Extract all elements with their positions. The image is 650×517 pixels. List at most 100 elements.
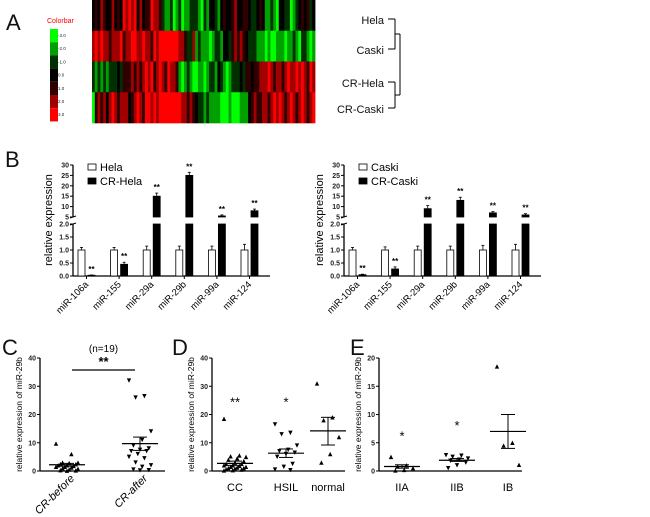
x-tick-label: miR-106a: [325, 279, 362, 316]
heatmap-cell: [312, 0, 316, 32]
heatmap-row-label: Caski: [356, 45, 384, 57]
y-axis-label: relative expression: [314, 174, 326, 266]
heatmap-cell: [161, 61, 165, 93]
data-point: [146, 467, 151, 473]
heatmap-cell: [278, 92, 282, 124]
y-tick-label: 0.0: [59, 274, 69, 281]
data-point: [131, 467, 136, 472]
heatmap-cell: [142, 0, 146, 32]
heatmap-cell: [264, 30, 269, 62]
heatmap-cell: [105, 0, 110, 32]
data-point: [148, 463, 154, 468]
bar: [152, 223, 161, 277]
heatmap-cell: [94, 0, 98, 32]
heatmap-cell: [178, 0, 182, 32]
heatmap-cell: [175, 0, 179, 32]
y-tick-label: 0: [32, 469, 36, 476]
data-point: [272, 422, 278, 427]
data-point: [239, 467, 244, 472]
y-tick-label: 40: [28, 356, 36, 363]
colorbar-swatch: [50, 108, 58, 122]
heatmap-cell: [150, 0, 154, 32]
heatmap-cell: [253, 61, 257, 93]
data-point: [241, 465, 246, 471]
heatmap-cell: [211, 0, 216, 32]
x-tick-label: IIB: [450, 482, 463, 494]
heatmap-cell: [139, 92, 143, 124]
heatmap-cell: [214, 30, 218, 62]
heatmap-cell: [289, 30, 294, 62]
heatmap-cell: [284, 0, 288, 32]
heatmap-cell: [153, 0, 157, 32]
x-tick-label: miR-29a: [394, 279, 428, 313]
x-tick-label: miR-29a: [123, 279, 157, 313]
heatmap-cell: [139, 61, 143, 93]
heatmap-cell: [97, 61, 101, 93]
y-tick-label: 30: [200, 384, 208, 391]
heatmap-cell: [312, 92, 316, 124]
bar-chart-b-right: [340, 163, 541, 279]
x-tick-label: CC: [227, 482, 243, 494]
heatmap-cell: [270, 0, 274, 32]
heatmap-cell: [133, 30, 137, 62]
y-tick-label: 1.5: [59, 235, 69, 242]
y-tick-label: 20: [61, 183, 69, 190]
heatmap-cell: [284, 92, 288, 124]
bar: [511, 249, 520, 277]
heatmap-cell: [242, 0, 246, 32]
data-point: [402, 467, 407, 473]
heatmap-cell: [164, 92, 168, 124]
heatmap-cell: [186, 0, 190, 32]
heatmap-cell: [161, 0, 165, 32]
y-tick-label: 20: [200, 412, 208, 419]
heatmap-cell: [281, 61, 285, 93]
heatmap-cell: [97, 0, 101, 32]
x-tick-label: miR-99a: [188, 279, 222, 313]
significance-stars: **: [219, 205, 226, 214]
heatmap-cell: [211, 92, 216, 124]
heatmap-cell: [189, 92, 193, 124]
heatmap-cell: [289, 92, 294, 124]
scatter-chart-c: [37, 357, 165, 473]
heatmap-cell: [94, 92, 98, 124]
heatmap-cell: [242, 92, 246, 124]
bar: [185, 174, 194, 218]
heatmap-cell: [303, 92, 308, 124]
heatmap-cell: [301, 0, 305, 32]
heatmap-cell: [133, 0, 137, 32]
heatmap-cell: [292, 0, 296, 32]
heatmap-cell: [231, 61, 235, 93]
heatmap-cell: [156, 61, 160, 93]
heatmap-cell: [158, 92, 163, 124]
heatmap-cell: [242, 30, 246, 62]
heatmap-cell: [309, 0, 313, 32]
heatmap-cell: [125, 92, 129, 124]
data-point: [69, 451, 74, 457]
heatmap-cell: [259, 0, 263, 32]
x-tick-label: CR-after: [112, 472, 151, 511]
heatmap-cell: [267, 92, 271, 124]
data-point: [58, 467, 63, 473]
heatmap-cell: [195, 61, 199, 93]
heatmap-cell: [189, 0, 193, 32]
data-point: [228, 454, 233, 459]
heatmap-cell: [242, 61, 246, 93]
heatmap-cell: [281, 30, 285, 62]
significance-stars: *: [454, 418, 459, 433]
y-tick-label: 30: [332, 163, 340, 170]
heatmap-cell: [105, 61, 110, 93]
y-tick-label: 0.0: [330, 274, 340, 281]
heatmap-cell: [225, 30, 229, 62]
heatmap-cell: [228, 61, 232, 93]
scatter-chart-e: [376, 357, 526, 473]
data-point: [465, 456, 471, 461]
heatmap-cell: [142, 92, 146, 124]
data-point: [314, 381, 320, 386]
data-point: [241, 458, 246, 464]
data-point: [131, 443, 136, 448]
heatmap-cell: [292, 30, 296, 62]
panel-letter-a: A: [6, 10, 21, 35]
heatmap-cell: [186, 30, 190, 62]
data-point: [140, 464, 145, 469]
heatmap-cell: [267, 30, 271, 62]
